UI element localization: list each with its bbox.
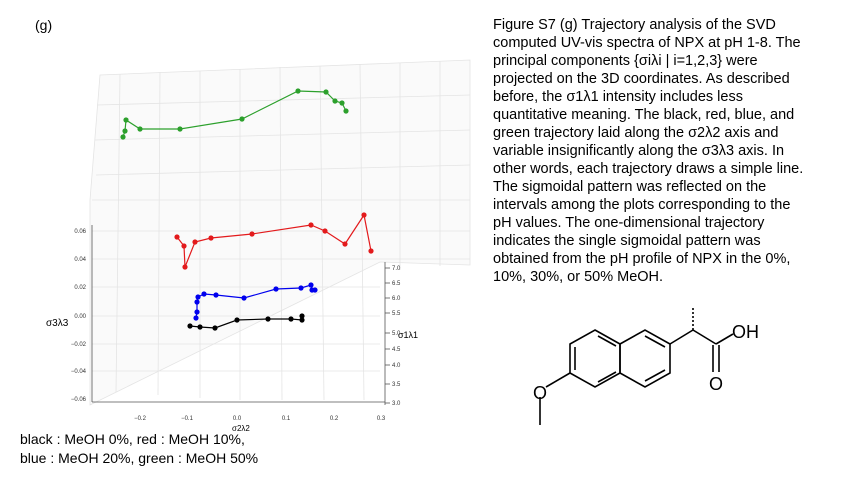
depth-tick-label: 5.5 <box>392 311 401 317</box>
depth-tick-label: 6.5 <box>392 281 401 287</box>
caption-line: obtained from the pH profile of NPX in t… <box>493 251 790 267</box>
trajectory-point <box>241 295 247 301</box>
legend-line: blue : MeOH 20%, green : MeOH 50% <box>20 450 258 466</box>
axis-lines <box>91 225 386 405</box>
trajectory-point <box>208 235 214 241</box>
trajectory-point <box>192 239 198 245</box>
caption-line: pH values. The one-dimensional trajector… <box>493 215 765 231</box>
x-tick-label: 0.0 <box>233 416 242 422</box>
caption-line: before, the σ1λ1 intensity includes less <box>493 89 743 105</box>
depth-tick-label: 6.0 <box>392 296 401 302</box>
x-tick-label: 0.3 <box>377 416 386 422</box>
trajectory-point <box>137 126 143 132</box>
trajectory-point <box>308 222 314 228</box>
trajectory-point <box>308 282 314 288</box>
caption-line: other words, each trajectory draws a sim… <box>493 161 803 177</box>
caption-line: principal components {σiλi | i=1,2,3} we… <box>493 53 758 69</box>
trajectory-point <box>177 126 183 132</box>
caption-line: indicates the single sigmoidal pattern w… <box>493 233 761 249</box>
trajectory-point <box>201 291 207 297</box>
legend-line: black : MeOH 0%, red : MeOH 10%, <box>20 431 245 447</box>
x-tick-label: −0.1 <box>181 416 194 422</box>
z-tick-label: 0.04 <box>74 257 86 263</box>
caption-line: The sigmoidal pattern was reflected on t… <box>493 179 766 195</box>
trajectory-point <box>265 316 271 322</box>
trajectory-point <box>288 316 294 322</box>
trajectory-point <box>322 228 328 234</box>
trajectory-point <box>361 212 367 218</box>
depth-tick-label: 7.0 <box>392 266 401 272</box>
trajectory-point <box>120 134 126 140</box>
trajectory-point <box>299 313 305 319</box>
x-tick-label: −0.2 <box>134 416 147 422</box>
x-tick-label: 0.2 <box>330 416 339 422</box>
ether-o-label: O <box>533 383 547 403</box>
depth-tick-label: 3.5 <box>392 382 401 388</box>
trajectory-point <box>123 117 129 123</box>
trajectory-point <box>368 248 374 254</box>
trajectory-point <box>273 286 279 292</box>
caption-line: 10%, 30%, or 50% MeOH. <box>493 269 663 285</box>
caption-line: quantitative meaning. The black, red, bl… <box>493 107 794 123</box>
depth-tick-label: 5.0 <box>392 331 401 337</box>
caption-line: projected on the 3D coordinates. As desc… <box>493 71 790 87</box>
trajectory-point <box>312 287 318 293</box>
trajectory-point <box>299 317 305 323</box>
z-tick-label: −0.02 <box>71 342 87 348</box>
trajectory-point <box>234 317 240 323</box>
caption-line: intervals among the plots corresponding … <box>493 197 790 213</box>
trajectory-point <box>298 285 304 291</box>
trajectory-point <box>212 325 218 331</box>
x-tick-label: 0.1 <box>282 416 291 422</box>
trajectory-point <box>323 89 329 95</box>
caption-line: variable insignificantly along the σ3λ3 … <box>493 143 784 159</box>
oh-label: OH <box>732 322 759 342</box>
caption-line: green trajectory laid along the σ2λ2 axi… <box>493 125 778 141</box>
trajectory-point <box>182 264 188 270</box>
trajectory-point <box>194 299 200 305</box>
trajectory-point <box>342 241 348 247</box>
trajectory-point <box>122 128 128 134</box>
trajectory-point <box>187 323 193 329</box>
depth-tick-label: 4.0 <box>392 363 401 369</box>
trajectory-point <box>239 116 245 122</box>
trajectory-point <box>249 231 255 237</box>
z-tick-label: 0.00 <box>74 314 86 320</box>
z-axis-label: σ3λ3 <box>46 318 69 329</box>
trajectory-point <box>339 100 345 106</box>
trajectory-point <box>195 294 201 300</box>
trajectory-point <box>213 292 219 298</box>
trajectory-point <box>295 88 301 94</box>
trajectory-point <box>194 309 200 315</box>
x-axis-label: σ2λ2 <box>232 424 250 433</box>
depth-axis-label: σ1λ1 <box>398 330 418 340</box>
z-tick-label: −0.06 <box>71 397 87 403</box>
trajectory-points <box>120 88 374 331</box>
trajectory-point <box>343 108 349 114</box>
naproxen-structure <box>539 306 734 425</box>
caption-line: computed UV-vis spectra of NPX at pH 1-8… <box>493 35 801 51</box>
trajectory-point <box>193 315 199 321</box>
z-tick-label: 0.06 <box>74 229 86 235</box>
trajectory-point <box>174 234 180 240</box>
caption-line: Figure S7 (g) Trajectory analysis of the… <box>493 17 776 33</box>
panel-label: (g) <box>35 17 52 33</box>
z-tick-label: −0.04 <box>71 369 87 375</box>
z-tick-label: 0.02 <box>74 285 86 291</box>
depth-tick-label: 4.5 <box>392 347 401 353</box>
trajectory-point <box>332 98 338 104</box>
trajectory-point <box>181 243 187 249</box>
trajectory-point <box>197 324 203 330</box>
axes-panes <box>89 59 471 406</box>
depth-tick-label: 3.0 <box>392 401 401 407</box>
carbonyl-o-label: O <box>709 374 723 394</box>
